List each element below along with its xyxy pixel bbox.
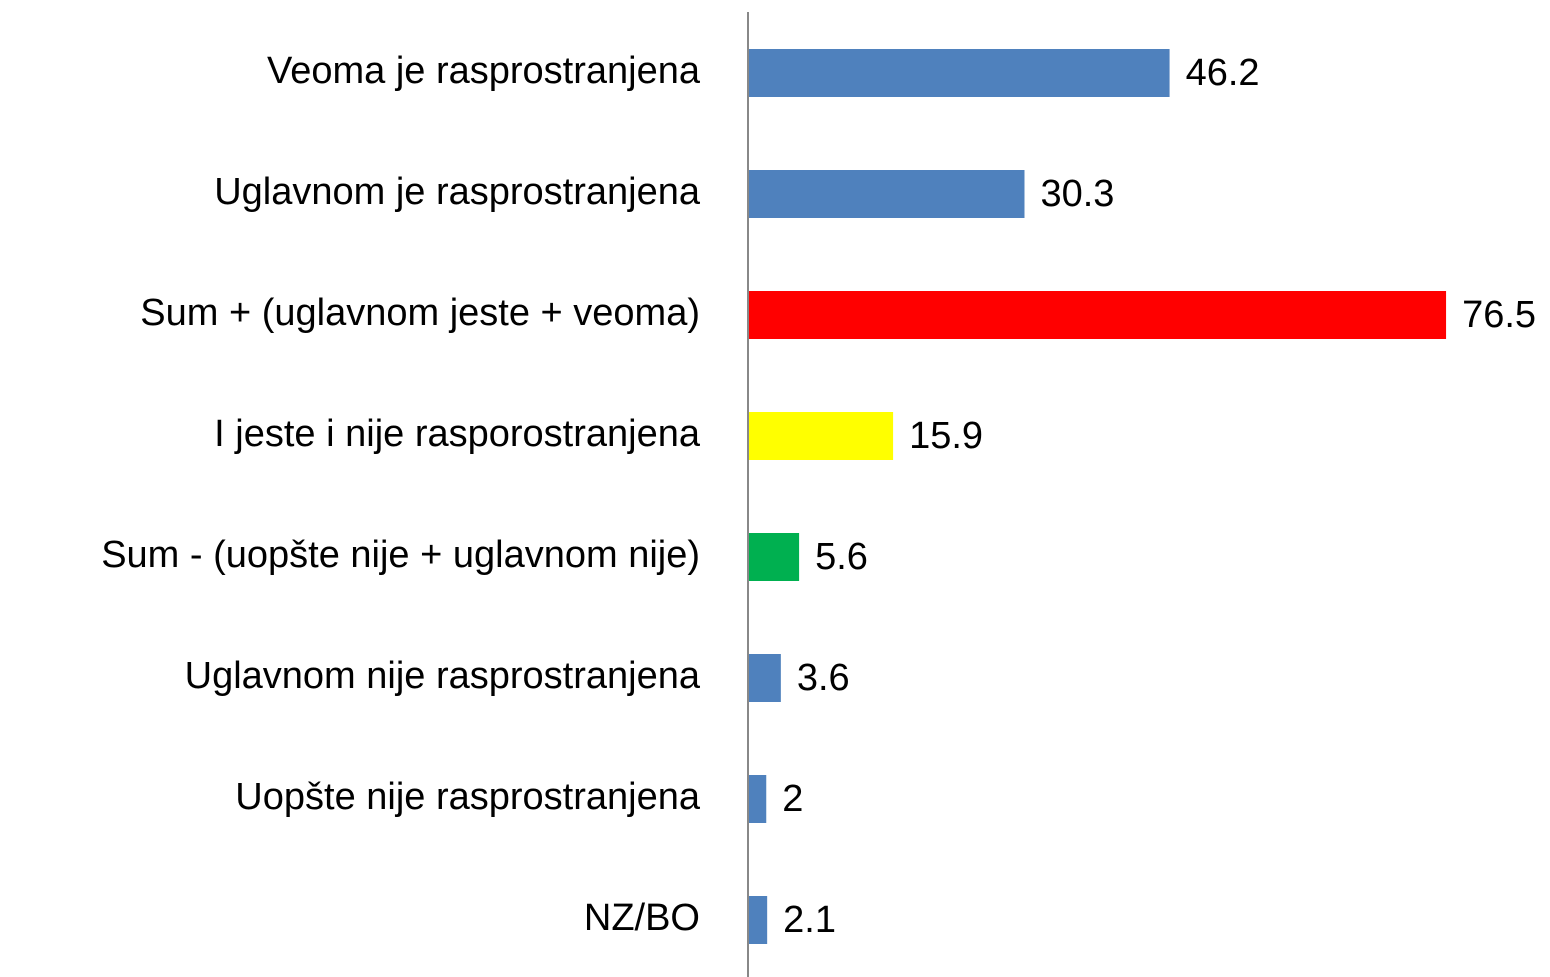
bar <box>748 49 1170 97</box>
category-label: NZ/BO <box>584 897 700 939</box>
data-label: 2.1 <box>783 899 836 941</box>
data-label: 30.3 <box>1040 173 1114 215</box>
bar <box>748 775 767 823</box>
category-label: Sum - (uopšte nije + uglavnom nije) <box>101 534 700 576</box>
data-label: 5.6 <box>815 536 868 578</box>
bar <box>748 291 1447 339</box>
category-label: Uopšte nije rasprostranjena <box>235 776 701 818</box>
category-label: Uglavnom je rasprostranjena <box>214 171 701 213</box>
category-label: I jeste i nije rasporostranjena <box>214 413 701 455</box>
data-label: 46.2 <box>1186 52 1260 94</box>
category-label: Sum + (uglavnom jeste + veoma) <box>140 292 700 334</box>
data-label: 2 <box>782 778 803 820</box>
bar <box>748 533 800 581</box>
bar <box>748 170 1025 218</box>
data-label: 76.5 <box>1462 294 1536 336</box>
data-label: 3.6 <box>797 657 850 699</box>
data-label: 15.9 <box>909 415 983 457</box>
category-label: Veoma je rasprostranjena <box>267 50 701 92</box>
bar <box>748 654 781 702</box>
bar <box>748 412 894 460</box>
bar <box>748 896 768 944</box>
category-label: Uglavnom nije rasprostranjena <box>185 655 701 697</box>
